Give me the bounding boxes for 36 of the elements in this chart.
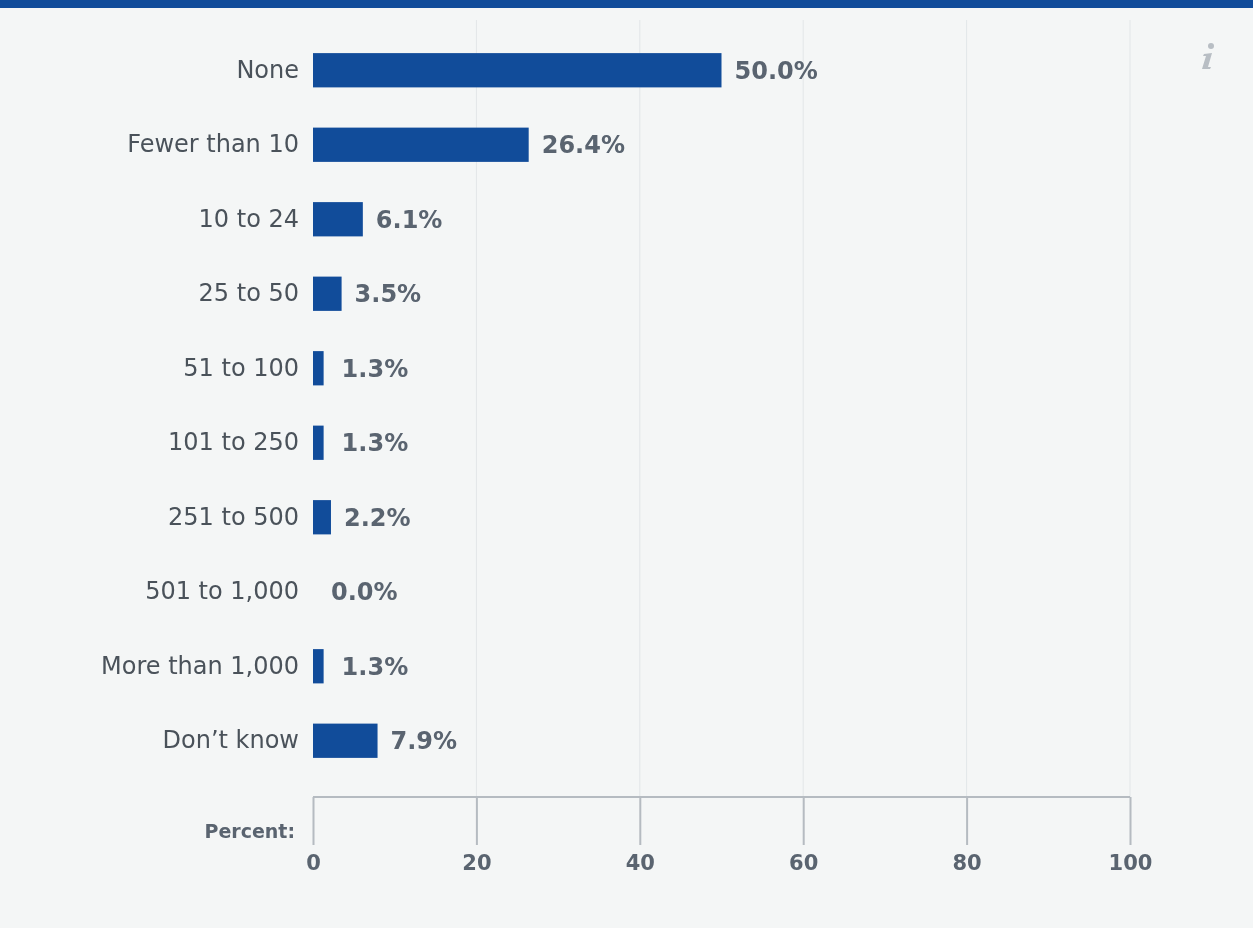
x-axis-title: Percent: [204,820,295,842]
bar [313,276,342,311]
x-tick-label: 80 [952,850,982,875]
data-label: 1.3% [341,429,409,458]
data-label: 7.9% [390,727,458,756]
x-tick-label: 0 [306,850,321,875]
x-tick-label: 40 [625,850,655,875]
y-tick-label: 10 to 24 [198,204,299,233]
y-tick-label: 101 to 250 [168,428,299,457]
bar [313,53,722,88]
y-tick-label: More than 1,000 [101,651,299,680]
bar [313,649,324,684]
y-tick-label: 251 to 500 [168,502,299,531]
bar [313,127,529,162]
data-label: 1.3% [341,652,409,681]
bar [313,425,324,460]
y-tick-label: Don’t know [162,726,299,755]
y-tick-label: 501 to 1,000 [145,577,299,606]
x-tick-label: 20 [462,850,492,875]
data-label: 3.5% [354,280,422,309]
data-label: 6.1% [375,205,443,234]
y-tick-label: Fewer than 10 [127,130,299,159]
bar [313,351,324,386]
data-label: 26.4% [541,131,625,160]
data-label: 50.0% [734,56,818,85]
data-label: 0.0% [331,578,398,607]
bar [313,500,331,535]
y-tick-label: 51 to 100 [183,353,299,382]
x-tick-label: 100 [1108,850,1153,875]
x-tick-label: 60 [789,850,819,875]
data-label: 2.2% [343,503,411,532]
bar [313,202,363,237]
data-label: 1.3% [341,354,409,383]
y-tick-label: None [236,55,299,84]
bar [313,723,378,758]
y-tick-label: 25 to 50 [198,279,299,308]
